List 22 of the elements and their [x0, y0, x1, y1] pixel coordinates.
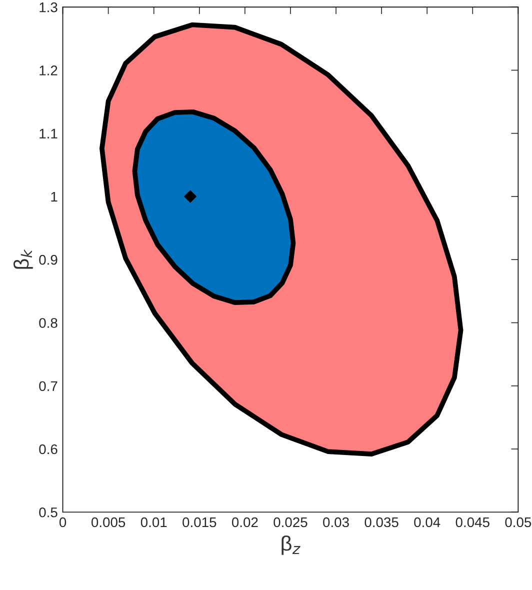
- x-tick-label: 0.015: [182, 517, 216, 528]
- y-axis-title: β$_{k}$: [13, 249, 33, 269]
- x-tick-label: 0.02: [232, 517, 258, 528]
- y-tick-label: 1.2: [40, 66, 58, 76]
- y-tick-label: 1.1: [40, 128, 58, 138]
- x-tick-label: 0: [59, 517, 66, 528]
- y-tick-label: 0.7: [39, 381, 58, 392]
- x-tick-label: 0.04: [414, 517, 440, 528]
- y-tick-label: 1: [51, 192, 58, 202]
- x-tick-label: 0.05: [505, 517, 532, 528]
- y-tick-label: 0.9: [39, 254, 58, 265]
- y-tick-label: 1.3: [40, 2, 58, 12]
- x-tick-label: 0.01: [140, 517, 167, 528]
- x-axis-title: β$_{z}$: [282, 535, 300, 555]
- y-tick-label: 0.5: [39, 507, 58, 518]
- x-tick-label: 0.03: [323, 517, 349, 528]
- x-tick-label: 0.045: [456, 517, 490, 528]
- x-tick-label: 0.035: [364, 517, 398, 528]
- x-tick-label: 0.025: [274, 517, 308, 528]
- y-tick-label: 0.8: [39, 318, 58, 328]
- y-tick-label: 0.6: [39, 444, 58, 454]
- x-tick-label: 0.005: [91, 517, 126, 528]
